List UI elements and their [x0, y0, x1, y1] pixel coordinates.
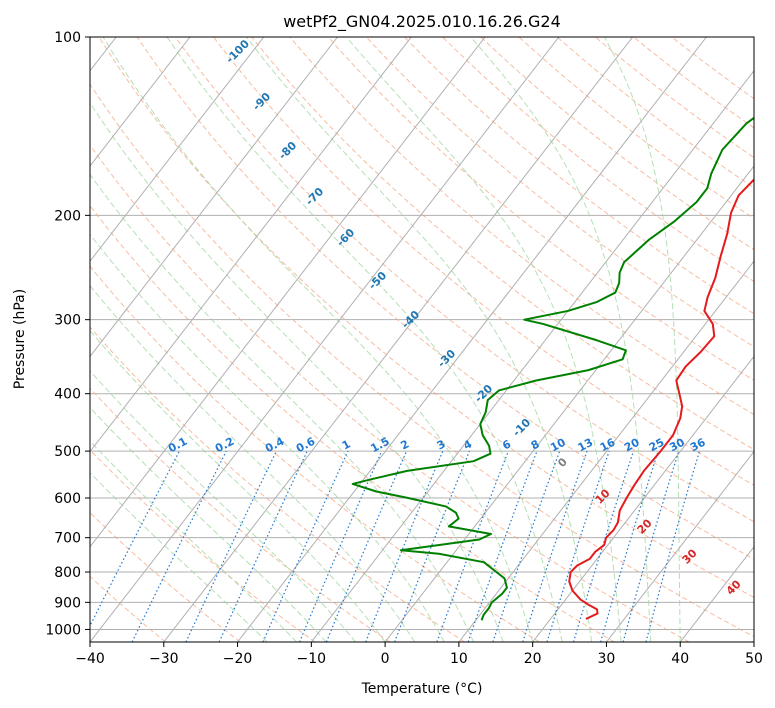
isotherm — [458, 260, 754, 642]
isotherm — [90, 37, 191, 167]
moist-adiabat — [90, 173, 475, 642]
y-tick-label: 300 — [54, 313, 81, 329]
moist-adiabat — [603, 37, 681, 642]
mixing-ratio-line — [645, 450, 701, 642]
isotherm — [90, 37, 265, 263]
x-tick-label: 10 — [450, 651, 468, 667]
dry-adiabat — [289, 37, 754, 416]
dry-adiabat — [404, 37, 754, 315]
isotherm — [90, 37, 412, 453]
chart-title: wetPf2_GN04.2025.010.16.26.G24 — [283, 12, 561, 32]
mixing-ratio-lines — [90, 450, 701, 642]
isotherm — [163, 37, 634, 642]
mixing-ratio-label: 20 — [622, 436, 642, 455]
moist-adiabat — [90, 440, 297, 642]
mixing-ratio-line — [572, 450, 635, 642]
mixing-ratio-line — [546, 450, 610, 642]
x-tick-label: −10 — [297, 651, 327, 667]
mixing-ratio-line — [299, 450, 383, 642]
y-tick-label: 600 — [54, 491, 81, 507]
mixing-ratio-label: 16 — [598, 436, 618, 455]
x-tick-label: 20 — [524, 651, 542, 667]
isotherm — [310, 70, 754, 642]
mixing-ratio-line — [262, 450, 349, 642]
mixing-ratio-label: 30 — [667, 435, 687, 454]
x-tick-label: 40 — [671, 651, 689, 667]
moist-adiabat — [246, 37, 593, 642]
mixing-ratio-line — [394, 450, 470, 642]
dry-adiabat — [90, 83, 754, 638]
dry-adiabat — [90, 265, 540, 642]
mixing-ratio-line — [131, 450, 227, 642]
moist-adiabat — [90, 406, 327, 642]
dry-adiabat — [90, 387, 391, 642]
y-tick-label: 900 — [54, 595, 81, 611]
isotherm — [606, 450, 754, 642]
moist-adiabat — [345, 37, 622, 642]
mixing-ratio-label: 10 — [548, 436, 568, 455]
x-tick-label: −40 — [75, 651, 105, 667]
moist-adiabat — [470, 37, 652, 642]
x-tick-label: 0 — [381, 651, 390, 667]
isotherm — [532, 355, 754, 642]
y-tick-label: 800 — [54, 565, 81, 581]
isotherms — [90, 37, 754, 642]
mixing-ratio-label: 13 — [576, 436, 596, 455]
y-tick-label: 700 — [54, 531, 81, 547]
y-tick-label: 1000 — [45, 622, 81, 638]
dry-adiabats — [90, 37, 754, 642]
isotherm — [90, 37, 486, 548]
mixing-ratio-line — [436, 450, 509, 642]
dry-adiabat — [90, 204, 615, 642]
mixing-ratio-line — [522, 450, 588, 642]
dry-adiabat — [90, 511, 241, 642]
dry-adiabat — [90, 144, 690, 642]
moist-adiabat — [90, 233, 445, 642]
mixing-ratio-line — [492, 450, 561, 642]
dry-adiabat — [174, 37, 754, 523]
y-axis-title: Pressure (hPa) — [12, 289, 28, 389]
y-tick-label: 500 — [54, 444, 81, 460]
dry-adiabat — [90, 449, 316, 642]
x-tick-label: −20 — [223, 651, 253, 667]
pressure-gridlines — [90, 37, 754, 630]
dry-adiabat — [90, 326, 465, 642]
x-axis-title: Temperature (°C) — [361, 681, 483, 697]
mixing-ratio-label: 36 — [688, 435, 708, 454]
x-tick-label: −30 — [149, 651, 179, 667]
y-tick-label: 400 — [54, 387, 81, 403]
moist-adiabat — [90, 101, 504, 642]
y-axis: 100 200 300 400 500 600 700 800 900 1000 — [45, 30, 90, 638]
mixing-ratio-line — [600, 450, 659, 642]
x-tick-label: 30 — [598, 651, 616, 667]
isotherm — [237, 37, 707, 642]
isotherm — [90, 37, 338, 358]
y-tick-label: 100 — [54, 30, 81, 46]
plot-frame — [89, 36, 755, 643]
dry-adiabat — [90, 575, 166, 642]
isotherm — [90, 37, 560, 642]
dry-adiabat — [251, 37, 754, 451]
mixing-ratio-line — [467, 450, 538, 642]
dry-adiabat — [136, 37, 754, 560]
x-axis: −40 −30 −20 −10 0 10 20 30 40 50 — [75, 642, 763, 667]
mixing-ratio-line — [365, 450, 444, 642]
moist-adiabat — [90, 370, 356, 642]
mixing-ratio-label: 25 — [647, 436, 667, 455]
y-tick-label: 200 — [54, 208, 81, 224]
dry-adiabat — [98, 37, 754, 599]
x-tick-label: 50 — [745, 651, 763, 667]
dewpoint-line — [351, 116, 754, 621]
moist-adiabat — [90, 329, 386, 642]
mixing-ratio-line — [622, 450, 680, 642]
mixing-ratio-line — [325, 450, 408, 642]
moist-adiabat — [102, 37, 534, 642]
